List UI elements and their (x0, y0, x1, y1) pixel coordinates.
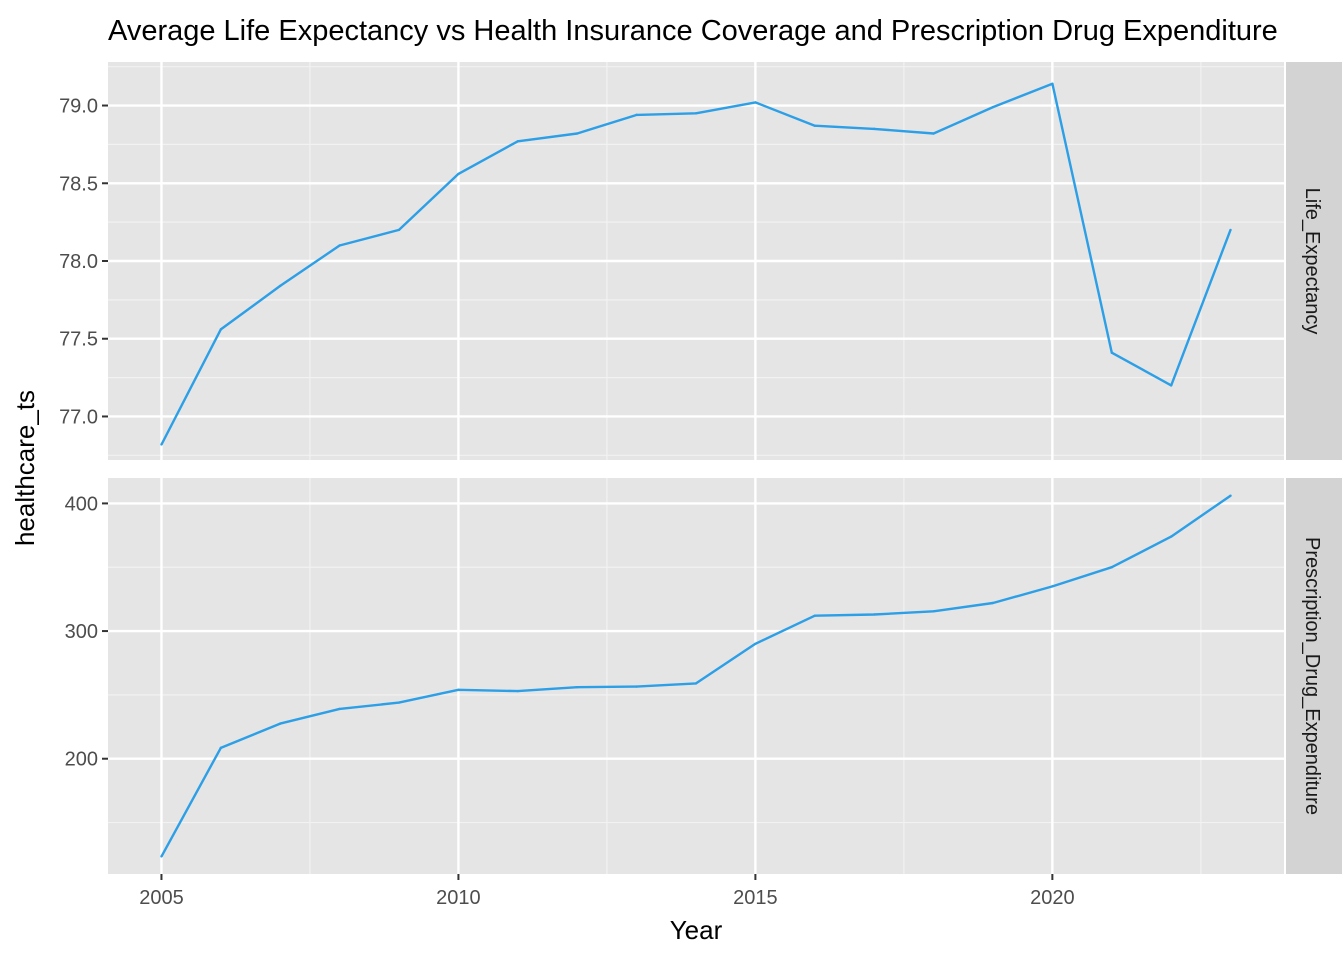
y-tick-label: 77.5 (59, 329, 98, 351)
panels: 77.0 77.5 78.0 78.5 79.0 Life_Expectancy 200 30… (59, 62, 1342, 909)
x-tick-label: 2010 (436, 887, 481, 909)
data-point (1051, 585, 1054, 588)
data-point (576, 132, 579, 135)
data-point (516, 689, 520, 693)
facet-strip-label: Prescription_Drug_Expenditure (1301, 537, 1323, 815)
x-tick-label: 2005 (139, 887, 184, 909)
data-point (932, 132, 935, 135)
x-tick-label: 2020 (1030, 887, 1075, 909)
data-point (635, 685, 638, 688)
y-tick-label: 78.5 (59, 173, 98, 195)
data-point (813, 614, 816, 617)
data-point (1110, 351, 1113, 354)
facet-strip (1286, 478, 1342, 874)
data-point (576, 686, 579, 689)
chart-title: Average Life Expectancy vs Health Insura… (108, 15, 1278, 47)
data-point (516, 140, 520, 143)
data-point (1229, 494, 1232, 497)
x-tick-label: 2015 (733, 887, 778, 909)
data-point (397, 701, 401, 704)
data-point (279, 722, 282, 725)
y-tick-label: 77.0 (59, 406, 98, 428)
data-point (1169, 384, 1173, 387)
x-axis-label: Year (670, 915, 723, 945)
data-point (991, 105, 995, 109)
panel-1: 77.0 77.5 78.0 78.5 79.0 Life_Expectancy (59, 62, 1342, 460)
data-point (872, 613, 876, 616)
data-point (279, 284, 282, 288)
data-point (694, 682, 698, 685)
data-point (397, 228, 401, 232)
data-point (754, 101, 757, 104)
data-point (872, 127, 876, 131)
data-point (219, 328, 223, 331)
data-point (160, 443, 163, 446)
y-tick-label: 400 (65, 493, 98, 515)
data-point (219, 746, 223, 750)
y-axis-label: healthcare_ts (10, 390, 40, 546)
y-tick-label: 78.0 (59, 251, 98, 273)
data-point (694, 112, 698, 115)
data-point (635, 113, 638, 117)
data-point (813, 124, 816, 127)
data-point (932, 610, 935, 613)
data-point (1229, 228, 1232, 232)
y-tick-label: 79.0 (59, 96, 98, 118)
y-tick-label: 200 (65, 749, 98, 771)
data-point (1051, 82, 1054, 85)
data-point (991, 601, 995, 605)
data-point (457, 688, 460, 691)
data-point (1169, 535, 1173, 538)
panel-2: 200 300 400 Prescription_Drug_Expenditure (65, 478, 1342, 874)
facet-strip (1286, 62, 1342, 460)
facet-strip-label: Life_Expectancy (1301, 188, 1323, 335)
data-point (338, 707, 341, 711)
y-tick-label: 300 (65, 621, 98, 643)
panel-background (108, 478, 1284, 874)
data-point (1110, 566, 1113, 569)
data-point (338, 244, 341, 247)
data-point (754, 642, 757, 646)
data-point (457, 172, 460, 176)
data-point (160, 855, 163, 858)
